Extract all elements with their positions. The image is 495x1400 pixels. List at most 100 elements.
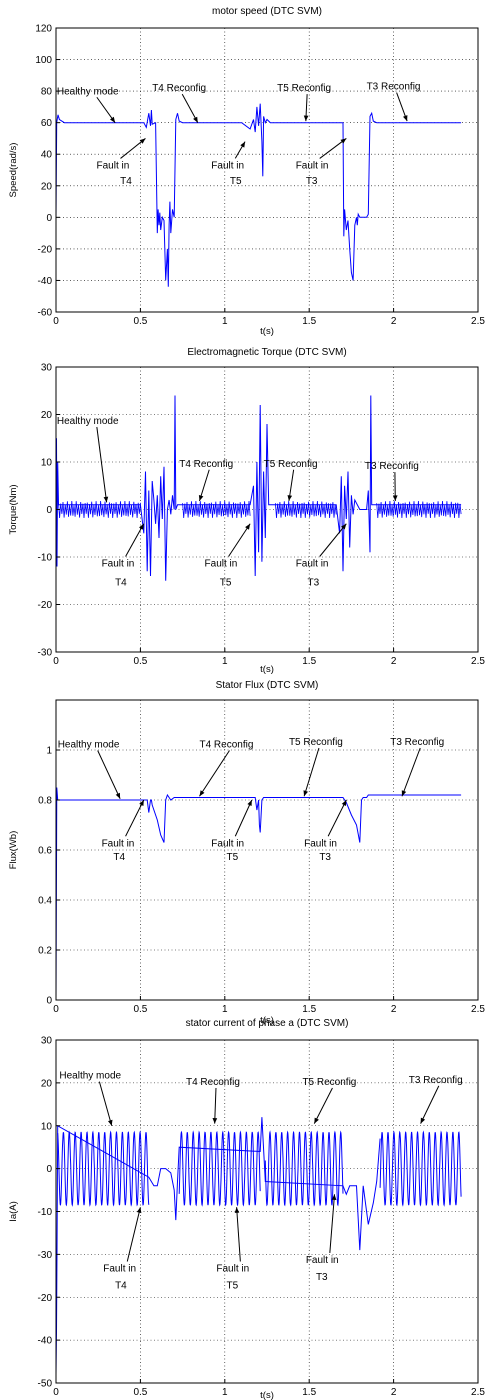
annotation-label: T3 Reconfig: [365, 461, 419, 472]
arrowhead: [115, 792, 121, 799]
y-axis-label: Ia(A): [8, 1201, 19, 1222]
y-tick-label: 10: [41, 1121, 53, 1132]
annotation-label: Healthy mode: [59, 1071, 121, 1082]
x-tick-label: 2.5: [471, 1004, 485, 1015]
annotation-label: T4 Reconfig: [199, 740, 253, 751]
y-tick-label: -10: [38, 553, 53, 564]
torque-ripple-band: [376, 500, 462, 519]
x-tick-label: 2.5: [471, 656, 485, 667]
y-tick-label: 10: [41, 458, 53, 469]
arrowhead: [287, 495, 293, 501]
arrowhead: [108, 1119, 113, 1126]
annotation-label: Fault in: [103, 1264, 136, 1275]
y-tick-label: -20: [38, 244, 53, 255]
y-axis-label: Speed(rad/s): [8, 143, 19, 198]
y-tick-label: 0.8: [38, 796, 52, 807]
annotation-label: T3: [316, 1272, 328, 1283]
arrowhead: [245, 523, 251, 530]
y-tick-label: 0: [46, 1164, 52, 1175]
annotation-label: Fault in: [97, 160, 130, 171]
y-tick-label: 60: [41, 118, 53, 129]
series-line: [56, 1117, 381, 1375]
annotation-arrow: [214, 1088, 217, 1124]
y-tick-label: 20: [41, 1078, 53, 1089]
arrowhead: [401, 790, 407, 797]
annotation-label: T3: [319, 852, 331, 863]
chart-title: Electromagnetic Torque (DTC SVM): [187, 347, 346, 358]
y-tick-label: -50: [38, 1379, 53, 1390]
y-tick-label: 20: [41, 410, 53, 421]
annotation-label: Fault in: [102, 838, 135, 849]
annotation-arrow: [125, 523, 145, 557]
y-tick-label: -40: [38, 1336, 53, 1347]
annotation-label: T4: [120, 176, 132, 187]
y-tick-label: -30: [38, 1250, 53, 1261]
arrowhead: [314, 1117, 319, 1124]
annotation-label: Fault in: [102, 559, 135, 570]
y-tick-label: -20: [38, 600, 53, 611]
arrowhead: [331, 1194, 337, 1200]
annotation-arrow: [329, 1194, 336, 1253]
annotation-label: Fault in: [211, 160, 244, 171]
arrowhead: [303, 790, 308, 797]
x-tick-label: 1.5: [302, 656, 316, 667]
annotation-label: Fault in: [306, 1255, 339, 1266]
arrowhead: [247, 800, 252, 806]
x-tick-label: 2.5: [471, 1387, 485, 1398]
y-tick-label: 40: [41, 150, 53, 161]
x-tick-label: 1: [222, 1387, 228, 1398]
y-axis-label: Flux(Wb): [8, 831, 19, 870]
plot-data: [56, 1117, 462, 1375]
annotation-label: T3: [306, 176, 318, 187]
stator-current-chart: 0 0.5 1 1.5 2 2.5 -50 -40 -20 -30 -10 0 10 20 30 stator…: [8, 1018, 485, 1400]
arrowhead: [139, 523, 144, 530]
x-tick-label: 1: [222, 656, 228, 667]
annotation-label: T4: [115, 1281, 127, 1292]
x-tick-label: 0.5: [133, 1004, 147, 1015]
annotation-label: Fault in: [205, 559, 238, 570]
x-tick-label: 2: [391, 316, 397, 327]
annotation-arrow: [319, 523, 347, 557]
annotation-label: T5: [226, 1281, 238, 1292]
annotation-arrow: [97, 750, 121, 799]
x-tick-label: 2: [391, 1387, 397, 1398]
arrowhead: [110, 116, 116, 123]
annotation-label: T3 Reconfig: [409, 1075, 463, 1086]
arrowhead: [193, 116, 198, 123]
annotation-label: T4: [113, 852, 125, 863]
x-tick-label: 0.5: [133, 1387, 147, 1398]
annotation-arrow: [228, 523, 251, 557]
y-tick-label: 20: [41, 181, 53, 192]
x-tick-label: 2.5: [471, 316, 485, 327]
motor-speed-chart: 0 0.5 1 1.5 2 2.5 -60 -40 -20 0 20 40 60 80 100 120 moto…: [8, 6, 485, 337]
arrowhead: [420, 1117, 426, 1124]
annotation-label: Healthy mode: [57, 86, 119, 97]
y-tick-label: 100: [35, 55, 52, 66]
current-waveform: [379, 1130, 462, 1207]
y-tick-label: -20: [38, 1293, 53, 1304]
annotation-label: Healthy mode: [57, 416, 119, 427]
annotation-label: Healthy mode: [58, 740, 120, 751]
annotation-arrow: [96, 426, 108, 503]
plot-area: [56, 28, 478, 312]
x-axis-label: t(s): [260, 1390, 274, 1400]
annotation-label: Fault in: [304, 838, 337, 849]
annotation-label: T5 Reconfig: [302, 1077, 356, 1088]
y-tick-label: 0: [46, 505, 52, 516]
annotation-label: T5 Reconfig: [289, 737, 343, 748]
annotation-arrow: [303, 747, 320, 797]
x-tick-label: 0: [53, 1004, 59, 1015]
annotation-label: Fault in: [211, 838, 244, 849]
y-tick-label: 30: [41, 1036, 53, 1047]
series-line: [56, 103, 462, 287]
annotation-label: T3 Reconfig: [367, 82, 421, 93]
y-axis-label: Torque(Nm): [8, 484, 19, 534]
current-waveform: [57, 1130, 150, 1207]
y-tick-label: -10: [38, 1207, 53, 1218]
annotation-label: T5 Reconfig: [264, 459, 318, 470]
y-tick-label: -30: [38, 648, 53, 659]
annotation-arrow: [420, 1085, 440, 1124]
torque-chart: 0 0.5 1 1.5 2 2.5 -30 -20 -10 0 10 20 30 Electromagne…: [8, 347, 485, 675]
arrowhead: [341, 523, 347, 530]
